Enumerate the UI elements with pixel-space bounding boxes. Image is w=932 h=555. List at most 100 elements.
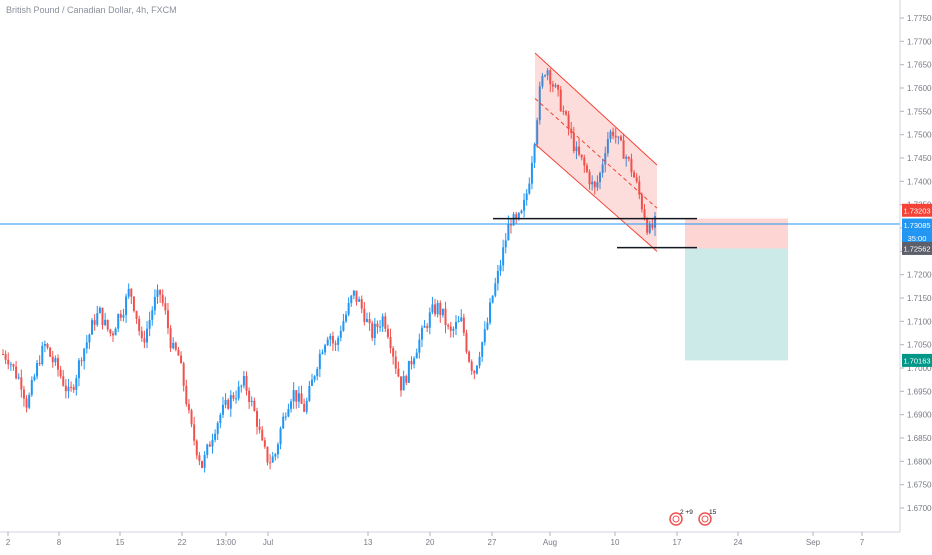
support-resistance-lines[interactable] [0, 217, 900, 249]
candle-body [334, 343, 337, 345]
candle-body [274, 454, 277, 457]
candle-body [447, 325, 450, 327]
price-tick-label: 1.75500 [907, 107, 932, 116]
candle-body [507, 223, 510, 241]
candle-body [345, 314, 348, 322]
candle-body [46, 343, 49, 348]
candle-body [441, 308, 444, 316]
candle-body [106, 319, 109, 330]
candle-body [290, 401, 293, 409]
candle-body [232, 395, 235, 399]
candle-body [525, 193, 528, 201]
candle-body [612, 131, 615, 136]
candle-body [85, 342, 88, 349]
event-count-label: 2 +9 [680, 509, 693, 516]
candle-body [596, 182, 599, 188]
event-icon[interactable] [698, 512, 712, 526]
candle-body [41, 345, 44, 364]
candle-body [25, 398, 28, 408]
candle-body [88, 334, 91, 343]
channel-upper-line[interactable] [534, 52, 658, 166]
candle-body [491, 295, 494, 303]
candle-body [318, 353, 321, 370]
time-tick-label: 15 [116, 538, 125, 547]
stop-loss-zone[interactable] [685, 218, 788, 249]
candle-body [297, 393, 300, 402]
price-tick-label: 1.71500 [907, 294, 932, 303]
candle-body [70, 386, 73, 388]
take-profit-zone[interactable] [685, 248, 788, 361]
channel-lower-line[interactable] [534, 143, 658, 252]
candle-body [242, 376, 245, 386]
candle-body [342, 321, 345, 331]
candle-body [572, 132, 575, 152]
candle-body [77, 360, 80, 379]
candle-body [381, 316, 384, 327]
candle-body [117, 314, 120, 329]
candle-body [564, 111, 567, 115]
price-tick-label: 1.77500 [907, 14, 932, 23]
current-price-badge: 1.73085 [903, 221, 930, 230]
candle-body [523, 200, 526, 211]
candle-body [198, 455, 201, 461]
flag-icon [701, 515, 709, 523]
candle-body [271, 456, 274, 463]
candle-body [635, 177, 638, 182]
candle-body [541, 75, 544, 87]
candle-body [125, 296, 128, 316]
price-tick-label: 1.71000 [907, 317, 932, 326]
candles [2, 67, 656, 473]
candle-body [261, 429, 264, 441]
candle-body [156, 289, 159, 297]
candle-body [413, 358, 416, 365]
candle-body [180, 355, 183, 364]
candle-body [62, 376, 65, 386]
candle-body [591, 181, 594, 185]
candle-body [114, 328, 117, 336]
candle-body [56, 358, 59, 370]
candle-body [415, 352, 418, 359]
event-icon[interactable] [669, 512, 683, 526]
time-tick-label: Sep [806, 538, 821, 547]
candle-body [316, 369, 319, 377]
candle-body [585, 165, 588, 172]
falling-channel[interactable] [534, 52, 658, 252]
time-tick-label: 17 [673, 538, 682, 547]
candle-body [140, 331, 143, 339]
candle-body [444, 308, 447, 326]
candle-body [379, 326, 382, 328]
candle-body [111, 333, 114, 336]
candle-body [9, 364, 12, 366]
candle-body [130, 288, 133, 297]
time-tick-label: Jul [263, 538, 273, 547]
candle-body [609, 131, 612, 139]
candle-body [263, 440, 266, 447]
candle-body [303, 403, 306, 412]
candle-body [166, 310, 169, 329]
price-tick-label: 1.75000 [907, 131, 932, 140]
candle-body [83, 348, 86, 362]
countdown-badge: 35:00 [908, 234, 927, 243]
candle-body [305, 400, 308, 412]
candle-body [240, 385, 243, 387]
economic-events[interactable]: 2 +9 15 [669, 509, 717, 526]
candle-body [588, 171, 591, 185]
candle-body [248, 390, 251, 403]
candle-body [135, 310, 138, 319]
candle-body [300, 393, 303, 404]
channel-fill[interactable] [535, 53, 657, 252]
candle-body [468, 351, 471, 362]
time-tick-label: 22 [178, 538, 187, 547]
candle-body [221, 404, 224, 415]
candle-body [339, 330, 342, 338]
channel-median-line[interactable] [534, 98, 658, 209]
candle-body [269, 462, 272, 464]
price-tick-label: 1.76000 [907, 84, 932, 93]
candle-body [562, 110, 565, 112]
candle-body [282, 416, 285, 429]
candle-body [148, 319, 151, 329]
position-zones[interactable] [685, 218, 788, 361]
